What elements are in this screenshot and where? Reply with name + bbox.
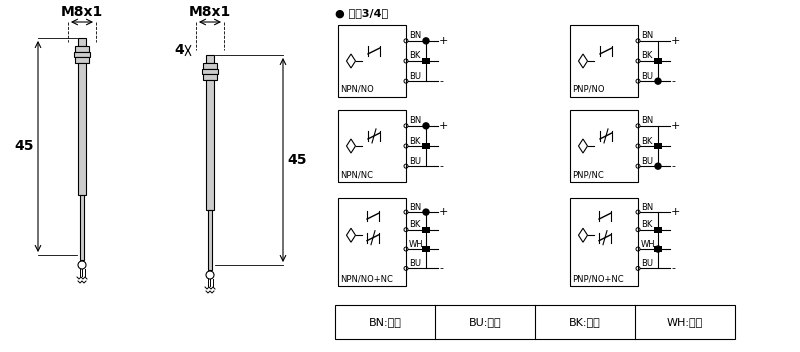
Text: BK: BK: [641, 220, 652, 229]
Bar: [203, 63, 217, 69]
Text: +: +: [439, 207, 448, 217]
Text: -: -: [671, 76, 675, 86]
Bar: [75, 57, 89, 63]
Circle shape: [655, 246, 661, 252]
Bar: [206, 55, 214, 63]
Text: BK: BK: [641, 51, 652, 61]
Bar: [654, 227, 662, 233]
Text: WH: WH: [409, 240, 424, 249]
Text: 4: 4: [174, 44, 184, 57]
Circle shape: [423, 209, 429, 215]
Text: +: +: [671, 121, 680, 131]
Circle shape: [655, 78, 661, 84]
Text: M8x1: M8x1: [189, 5, 231, 19]
Bar: [570, 198, 638, 286]
Bar: [422, 143, 430, 149]
Text: BU:兰色: BU:兰色: [469, 317, 502, 327]
Text: NPN/NC: NPN/NC: [340, 170, 373, 179]
Text: PNP/NO: PNP/NO: [572, 85, 605, 94]
Bar: [422, 58, 430, 64]
Circle shape: [423, 38, 429, 44]
Bar: [654, 143, 662, 149]
Bar: [422, 227, 430, 233]
Text: BK: BK: [409, 220, 420, 229]
Bar: [570, 110, 638, 182]
Text: -: -: [439, 161, 443, 171]
Circle shape: [423, 123, 429, 129]
Bar: [75, 46, 89, 52]
Text: -: -: [439, 76, 443, 86]
Text: BU: BU: [641, 259, 653, 268]
Text: M8x1: M8x1: [61, 5, 103, 19]
Text: NPN/NO: NPN/NO: [340, 85, 374, 94]
Text: BU: BU: [409, 259, 421, 268]
Bar: [654, 246, 662, 252]
Text: -: -: [439, 263, 443, 274]
Text: BN: BN: [409, 31, 422, 40]
Text: BN: BN: [409, 203, 422, 212]
Text: -: -: [671, 161, 675, 171]
Bar: [78, 38, 86, 46]
Bar: [74, 52, 90, 57]
Text: BK: BK: [641, 137, 652, 145]
Text: 45: 45: [287, 153, 306, 167]
Text: BU: BU: [409, 72, 421, 81]
Bar: [202, 69, 218, 74]
Bar: [338, 198, 406, 286]
Text: BN: BN: [641, 31, 654, 40]
Text: BK:黑色: BK:黑色: [569, 317, 601, 327]
Text: BN: BN: [409, 117, 422, 125]
Text: BN: BN: [641, 117, 654, 125]
Text: WH: WH: [641, 240, 656, 249]
Bar: [570, 25, 638, 97]
Bar: [338, 110, 406, 182]
Text: NPN/NO+NC: NPN/NO+NC: [340, 274, 393, 283]
Bar: [208, 210, 212, 270]
Bar: [335, 305, 735, 339]
Bar: [206, 80, 214, 210]
Text: BU: BU: [641, 72, 653, 81]
Text: PNP/NO+NC: PNP/NO+NC: [572, 274, 624, 283]
Text: +: +: [671, 207, 680, 217]
Text: BK: BK: [409, 137, 420, 145]
Text: 45: 45: [14, 139, 34, 153]
Bar: [203, 74, 217, 80]
Text: PNP/NC: PNP/NC: [572, 170, 604, 179]
Text: +: +: [439, 121, 448, 131]
Bar: [654, 58, 662, 64]
Text: BN:棕色: BN:棕色: [369, 317, 402, 327]
Text: ● 直敵3/4线: ● 直敵3/4线: [335, 8, 388, 18]
Text: BN: BN: [641, 203, 654, 212]
Bar: [78, 63, 86, 195]
Text: WH:白色: WH:白色: [667, 317, 703, 327]
Bar: [80, 195, 84, 260]
Text: +: +: [439, 36, 448, 46]
Text: BK: BK: [409, 51, 420, 61]
Text: -: -: [671, 263, 675, 274]
Text: BU: BU: [409, 157, 421, 166]
Circle shape: [655, 163, 661, 169]
Text: +: +: [671, 36, 680, 46]
Text: BU: BU: [641, 157, 653, 166]
Bar: [422, 246, 430, 252]
Bar: [338, 25, 406, 97]
